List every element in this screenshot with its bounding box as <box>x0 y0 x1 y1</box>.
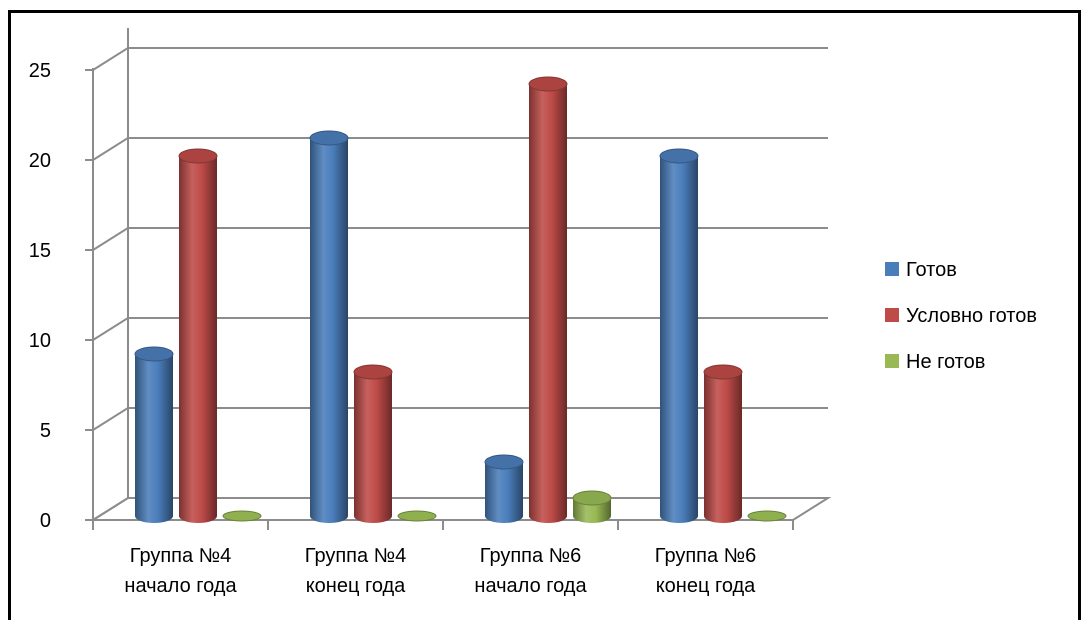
gridline-diagonal <box>92 47 129 71</box>
bar-top <box>178 148 218 164</box>
bar-body <box>135 354 173 523</box>
bar-body <box>179 156 217 523</box>
y-ticks: 0 5 10 15 20 25 <box>29 60 93 532</box>
category-label: Группа №6 конец года <box>655 545 757 597</box>
bar-body <box>660 156 698 523</box>
bar-top <box>528 76 568 92</box>
bar-top <box>484 454 524 470</box>
bar <box>309 130 349 523</box>
bar <box>484 454 524 523</box>
y-tick-label: 5 <box>40 420 51 442</box>
legend-item: Не готов <box>885 351 985 373</box>
category-labels: Группа №4 начало года Группа №4 конец года Г… <box>124 545 756 597</box>
category-label: Группа №4 конец года <box>305 545 407 597</box>
bar <box>747 510 787 522</box>
y-tick-label: 0 <box>40 510 51 532</box>
bar-top <box>572 490 612 506</box>
bar <box>528 76 568 523</box>
bar-body <box>485 462 523 523</box>
bar <box>397 510 437 522</box>
bar-body <box>529 84 567 523</box>
category-label: Группа №4 начало года <box>124 545 237 597</box>
bar <box>659 148 699 523</box>
bar <box>572 490 612 523</box>
bar-top <box>659 148 699 164</box>
bar-body <box>310 138 348 523</box>
bar <box>703 364 743 523</box>
gridline-diagonal <box>92 497 129 521</box>
bar-top <box>703 364 743 380</box>
gridlines <box>92 47 828 521</box>
bar-top <box>222 510 262 522</box>
bar <box>353 364 393 523</box>
bar-top <box>134 346 174 362</box>
legend: Готов Условно готов Не готов <box>885 259 1037 373</box>
legend-label: Условно готов <box>906 305 1037 327</box>
gridline-diagonal <box>92 407 129 431</box>
y-tick-label: 20 <box>29 150 51 172</box>
bar-top <box>353 364 393 380</box>
legend-item: Условно готов <box>885 305 1037 327</box>
bar <box>178 148 218 523</box>
bar-top <box>309 130 349 146</box>
bar <box>134 346 174 523</box>
y-tick-label: 15 <box>29 240 51 262</box>
legend-label: Готов <box>906 259 957 281</box>
bar <box>222 510 262 522</box>
gridline-diagonal <box>92 317 129 341</box>
legend-swatch <box>885 354 899 368</box>
category-label: Группа №6 начало года <box>474 545 587 597</box>
legend-label: Не готов <box>906 351 985 373</box>
gridline-diagonal <box>92 227 129 251</box>
bars <box>134 76 787 523</box>
bar-top <box>397 510 437 522</box>
bar-top <box>747 510 787 522</box>
gridline-diagonal <box>92 137 129 161</box>
bar-body <box>354 372 392 523</box>
legend-swatch <box>885 262 899 276</box>
bar-body <box>704 372 742 523</box>
y-tick-label: 10 <box>29 330 51 352</box>
legend-item: Готов <box>885 259 957 281</box>
y-tick-label: 25 <box>29 60 51 82</box>
legend-swatch <box>885 308 899 322</box>
